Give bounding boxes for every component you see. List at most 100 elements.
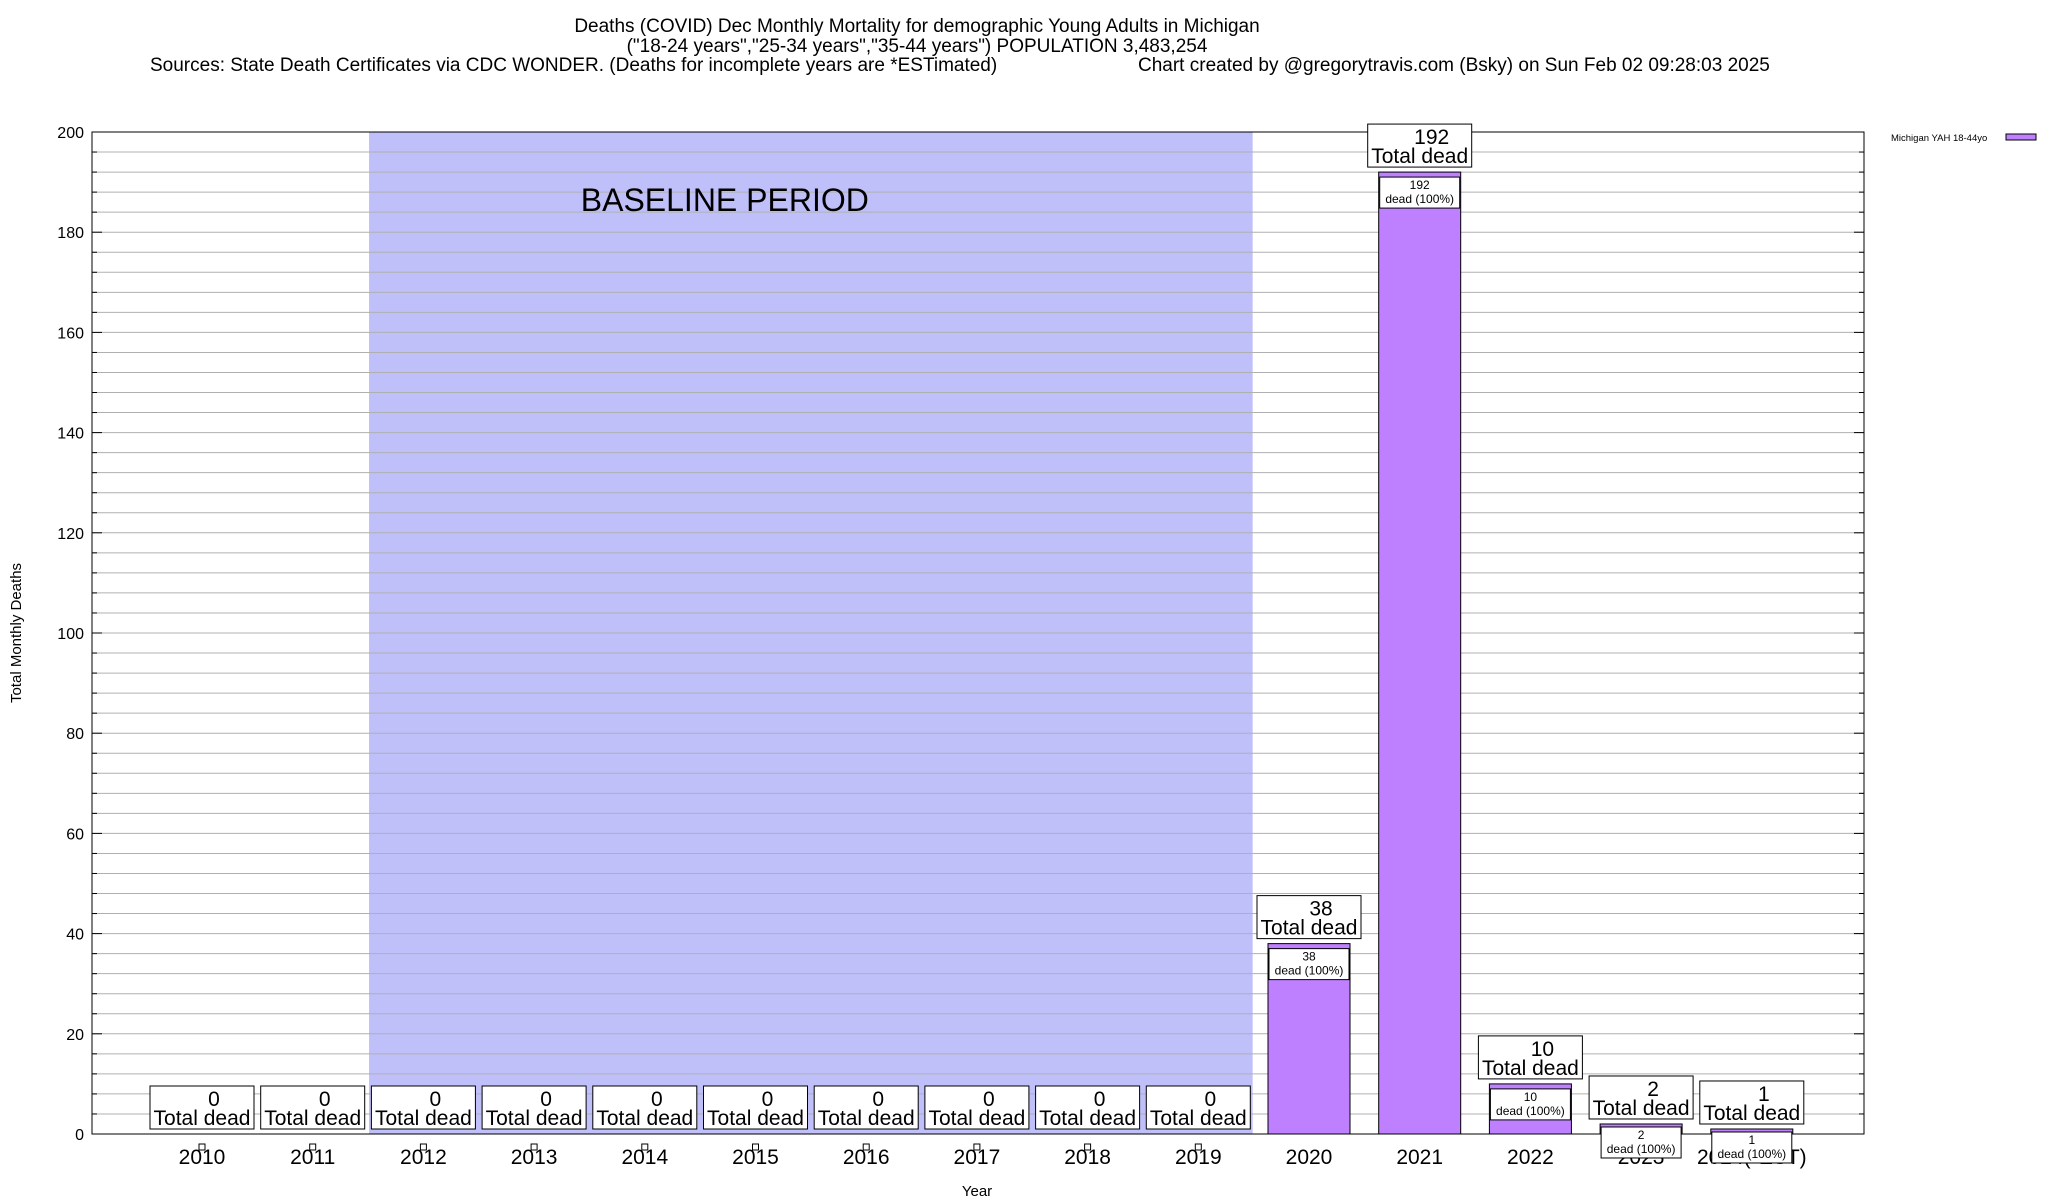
total-label-text: Total dead: [486, 1107, 583, 1130]
y-tick-label: 160: [57, 325, 84, 342]
dead-label-value: 38: [1302, 950, 1316, 964]
total-label-value: 2: [1647, 1078, 1659, 1101]
total-label-value: 0: [208, 1088, 220, 1111]
y-tick-label: 180: [57, 225, 84, 242]
total-label-box: [813, 1085, 919, 1130]
chart-sources: Sources: State Death Certificates via CD…: [150, 55, 997, 76]
y-axis-label: Total Monthly Deaths: [8, 563, 25, 703]
total-label-value: 0: [1094, 1088, 1106, 1111]
dead-label-text: dead (100%): [1717, 1147, 1786, 1161]
grid-layer: [92, 151, 1864, 1115]
x-tick-label: 2018: [1064, 1146, 1111, 1169]
x-tick-label: 2013: [511, 1146, 558, 1169]
total-label-value: 10: [1531, 1038, 1554, 1061]
dead-label-box: [1489, 1088, 1571, 1121]
total-label-text: Total dead: [1150, 1107, 1247, 1130]
legend: Michigan YAH 18-44yo: [1891, 133, 2037, 144]
x-tick-label: 2012: [400, 1146, 447, 1169]
dead-label-text: dead (100%): [1496, 1104, 1565, 1118]
baseline-label: BASELINE PERIOD: [581, 182, 869, 218]
total-label-value: 192: [1414, 126, 1449, 149]
total-label-value: 38: [1309, 898, 1332, 921]
legend-swatch: [2005, 133, 2037, 141]
total-label-box: [1035, 1085, 1141, 1130]
y-tick-label: 20: [66, 1027, 84, 1044]
total-label-value: 0: [1204, 1088, 1216, 1111]
dead-label-box: [1600, 1126, 1682, 1159]
total-label-text: Total dead: [1593, 1097, 1690, 1120]
total-label-text: Total dead: [154, 1107, 251, 1130]
x-tick-label: 2021: [1396, 1146, 1443, 1169]
zero-marker: [862, 1143, 870, 1151]
total-label-box: [1256, 895, 1362, 940]
x-tick-label: 2015: [732, 1146, 779, 1169]
zero-marker: [419, 1143, 427, 1151]
y-tick-label: 60: [66, 826, 84, 843]
total-label-text: Total dead: [596, 1107, 693, 1130]
dead-label-text: dead (100%): [1275, 964, 1344, 978]
total-label-box: [1588, 1075, 1694, 1120]
zero-marker: [1194, 1143, 1202, 1151]
y-tick-label: 0: [75, 1127, 84, 1144]
dead-label-value: 2: [1638, 1128, 1645, 1142]
dead-label-box: [1379, 176, 1461, 209]
total-label-text: Total dead: [1039, 1107, 1136, 1130]
total-label-value: 0: [540, 1088, 552, 1111]
dead-label-text: dead (100%): [1385, 192, 1454, 206]
x-tick-label: 2014: [621, 1146, 668, 1169]
x-axis-label: Year: [962, 1183, 992, 1200]
total-label-value: 0: [651, 1088, 663, 1111]
zero-marker: [752, 1143, 759, 1151]
x-tick-label: 2019: [1175, 1146, 1222, 1169]
total-label-value: 1: [1758, 1083, 1770, 1106]
total-label-value: 0: [872, 1088, 884, 1111]
y-tick-label: 200: [57, 125, 84, 142]
total-label-box: [1699, 1080, 1805, 1125]
dead-label-box: [1268, 948, 1350, 981]
total-label-text: Total dead: [928, 1107, 1025, 1130]
total-label-box: [703, 1085, 808, 1130]
x-tick-label: 2010: [179, 1146, 226, 1169]
total-label-value: 0: [430, 1088, 442, 1111]
zero-marker: [641, 1143, 649, 1151]
total-label-box: [260, 1085, 366, 1130]
total-label-box: [481, 1085, 587, 1130]
y-tick-label: 80: [66, 726, 84, 743]
zero-marker: [198, 1143, 206, 1151]
total-label-text: Total dead: [1703, 1102, 1800, 1125]
y-tick-label: 100: [57, 626, 84, 643]
y-tick-label: 120: [57, 526, 84, 543]
x-tick-label: 2011: [290, 1146, 335, 1169]
legend-label: Michigan YAH 18-44yo: [1891, 133, 1987, 144]
total-label-value: 0: [762, 1088, 774, 1111]
total-label-text: Total dead: [264, 1107, 361, 1130]
total-label-box: [1145, 1085, 1251, 1130]
total-label-text: Total dead: [1482, 1057, 1579, 1080]
dead-label-value: 1: [1748, 1133, 1755, 1147]
total-label-box: [1367, 123, 1473, 168]
total-label-box: [924, 1085, 1030, 1130]
chart-title-line-1: Deaths (COVID) Dec Monthly Mortality for…: [574, 16, 1259, 37]
dead-label-text: dead (100%): [1607, 1142, 1676, 1156]
bar: [1378, 171, 1462, 1135]
x-tick-label: 2016: [843, 1146, 890, 1169]
x-tick-label: 2022: [1507, 1146, 1554, 1169]
zero-marker: [530, 1143, 538, 1151]
total-label-box: [1477, 1035, 1583, 1080]
total-label-text: Total dead: [818, 1107, 915, 1130]
zero-marker: [309, 1143, 317, 1151]
y-tick-label: 140: [57, 426, 84, 443]
chart-title-line-2: ("18-24 years","25-34 years","35-44 year…: [627, 36, 1208, 57]
total-label-box: [370, 1085, 476, 1130]
total-label-text: Total dead: [1371, 145, 1468, 168]
x-tick-label: 2017: [954, 1146, 1001, 1169]
total-label-value: 0: [319, 1088, 331, 1111]
x-tick-label: 2020: [1286, 1146, 1333, 1169]
dead-label-value: 192: [1410, 178, 1430, 192]
total-label-value: 0: [983, 1088, 995, 1111]
total-label-text: Total dead: [1261, 917, 1358, 940]
total-label-text: Total dead: [375, 1107, 472, 1130]
